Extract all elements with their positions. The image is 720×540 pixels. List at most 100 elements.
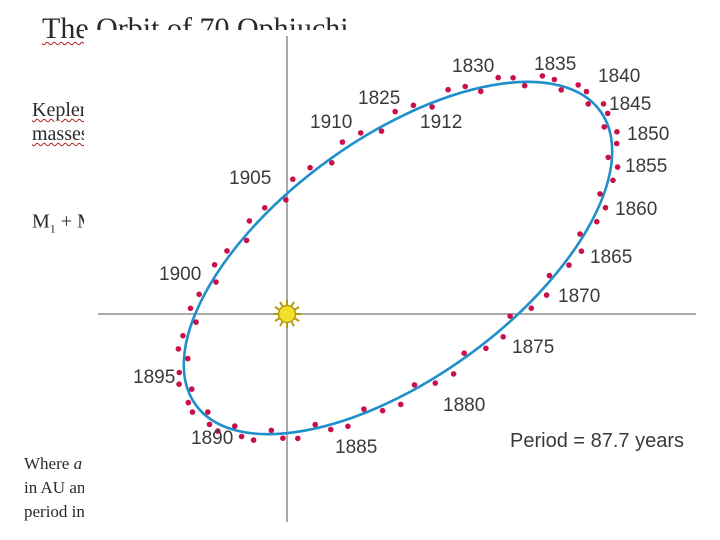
observation-point [378,128,385,134]
observation-point [187,305,194,312]
observation-point [215,428,221,434]
observation-point [189,386,195,392]
year-label-1845: 1845 [609,94,651,115]
observation-point [577,231,583,237]
observation-point [232,423,238,429]
primary-star-icon [273,300,301,328]
observation-point [483,345,489,352]
observation-point [250,437,257,443]
observation-point [206,421,213,428]
year-label-1850: 1850 [627,124,669,145]
year-label-1905: 1905 [229,168,271,189]
year-label-1855: 1855 [625,156,667,177]
observation-point [238,433,245,440]
year-label-1865: 1865 [590,247,632,268]
observation-point [543,292,550,298]
observation-point [398,401,404,408]
observation-point [605,154,611,161]
star-ray [290,321,295,327]
observation-point [583,88,590,95]
observation-point [528,305,535,312]
year-label-1885: 1885 [335,437,377,458]
observation-point [185,355,191,362]
observation-point [507,313,513,319]
observation-point [445,86,451,93]
observation-point [601,124,607,130]
observation-point [339,139,346,145]
star-ray [294,317,300,322]
observation-point [189,409,196,415]
observation-point [614,164,621,170]
observation-point [176,381,182,388]
star-ray [274,317,280,322]
observation-point [361,406,367,412]
observation-points [175,73,621,443]
year-label-1875: 1875 [512,337,554,358]
observation-point [566,262,572,268]
star-ray [279,321,284,327]
observation-point [546,272,553,279]
observation-point [175,346,182,352]
observation-point [410,102,417,109]
year-label-1912: 1912 [420,112,462,133]
star-ray [279,301,284,307]
observation-point [196,291,202,298]
observation-point [205,409,211,415]
observation-point [379,407,386,414]
observation-point [539,73,546,79]
observation-point [224,248,230,254]
observation-point [345,423,351,430]
star-ray [294,306,300,311]
year-labels: 1830 1835 1840 1825 1845 1910 1912 1850 … [133,54,669,458]
observation-point [594,218,600,225]
observation-point [500,334,507,340]
observation-point [450,371,457,377]
observation-point [510,75,516,81]
year-label-1860: 1860 [615,199,657,220]
observation-point [610,177,616,184]
year-label-1880: 1880 [443,395,485,416]
star-ray [274,306,280,311]
year-label-1890: 1890 [191,428,233,449]
year-label-1870: 1870 [558,286,600,307]
observation-point [280,435,286,442]
observation-point [283,197,289,203]
observation-point [462,83,469,90]
observation-point [585,101,591,107]
observation-point [193,319,199,325]
observation-point [551,76,558,83]
observation-point [575,82,581,88]
observation-point [432,380,439,386]
orbit-group [182,80,614,436]
observation-point [211,262,218,268]
observation-point [295,435,301,442]
observation-point [392,108,399,115]
observation-point [357,130,364,136]
star-disk [277,304,297,324]
year-label-1895: 1895 [133,367,175,388]
year-label-1840: 1840 [598,66,640,87]
year-label-1910: 1910 [310,112,352,133]
year-label-1835: 1835 [534,54,576,75]
observation-point [613,140,620,147]
observation-point [600,101,607,107]
year-label-1830: 1830 [452,56,494,77]
observation-point [246,218,253,224]
observation-point [290,176,296,182]
observation-point [604,110,611,117]
observation-point [521,82,528,89]
observation-point [185,399,192,406]
observation-point [558,87,564,93]
star-ray [290,301,295,307]
observation-point [411,382,418,388]
observation-point [176,369,183,376]
year-label-1825: 1825 [358,88,400,109]
observation-point [614,129,620,135]
observation-point [312,421,319,428]
orbit-ellipse [182,80,614,436]
observation-point [597,191,603,197]
observation-point [180,332,186,339]
observation-point [478,88,484,95]
observation-point [461,350,468,357]
